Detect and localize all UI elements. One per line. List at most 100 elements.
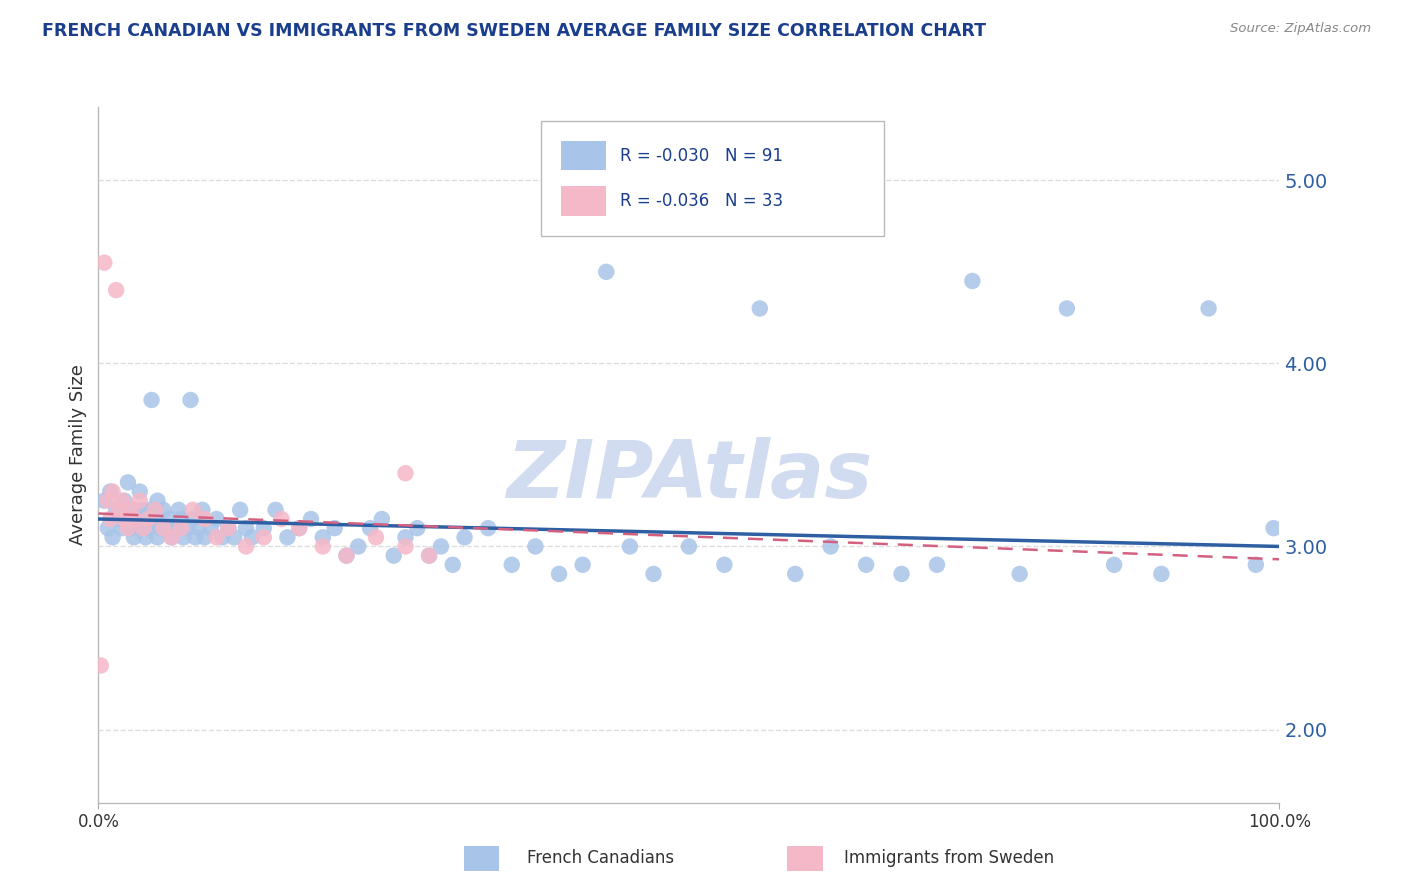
Point [240,530,263,544]
Point [111,521,134,535]
Text: FRENCH CANADIAN VS IMMIGRANTS FROM SWEDEN AVERAGE FAMILY SIZE CORRELATION CHART: FRENCH CANADIAN VS IMMIGRANTS FROM SWEDE… [42,22,986,40]
Point [108,503,131,517]
Point [501,558,523,572]
Point [139,503,162,517]
Point [548,566,571,581]
Point [111,493,134,508]
Point [382,549,405,563]
Point [176,521,198,535]
Point [181,503,204,517]
Point [191,503,214,517]
Point [97,521,120,535]
Point [122,512,145,526]
Point [713,558,735,572]
Point [270,512,292,526]
Point [359,521,381,535]
Point [167,503,190,517]
Point [112,493,135,508]
Point [211,530,233,544]
Point [117,512,139,526]
Point [394,467,416,481]
Text: R = -0.030   N = 91: R = -0.030 N = 91 [620,147,783,165]
Point [264,503,287,517]
Point [1056,301,1078,316]
Point [595,265,617,279]
Point [117,475,139,490]
Point [105,283,128,297]
Point [394,530,416,544]
Point [187,521,209,535]
Point [105,503,128,517]
Point [253,530,276,544]
Point [170,521,193,535]
Point [121,503,143,517]
Point [312,530,335,544]
Point [93,493,115,508]
Point [122,503,145,517]
Point [406,521,429,535]
Point [143,503,166,517]
Point [1102,558,1125,572]
Point [453,530,475,544]
Point [143,512,166,526]
Point [136,521,159,535]
Point [1198,301,1220,316]
Point [229,503,252,517]
Point [112,512,135,526]
Point [136,512,159,526]
Point [235,521,257,535]
Point [276,530,298,544]
Point [117,521,139,535]
Point [194,530,217,544]
Point [141,392,163,407]
Point [200,521,222,535]
Point [288,521,311,535]
Point [441,558,464,572]
Point [524,540,547,554]
Point [217,521,239,535]
Point [149,521,172,535]
Text: Source: ZipAtlas.com: Source: ZipAtlas.com [1230,22,1371,36]
Point [1008,566,1031,581]
Point [146,493,169,508]
Point [98,512,121,526]
Point [184,530,207,544]
Point [371,512,394,526]
Point [288,521,311,535]
Point [925,558,948,572]
Point [172,530,194,544]
Text: Immigrants from Sweden: Immigrants from Sweden [844,849,1053,867]
Point [122,530,145,544]
Point [748,301,770,316]
Point [128,484,150,499]
Point [128,521,150,535]
Point [132,503,155,517]
Point [678,540,700,554]
Point [364,530,387,544]
Point [101,530,124,544]
Point [890,566,912,581]
Point [180,392,202,407]
Point [217,521,239,535]
Point [619,540,641,554]
Point [335,549,357,563]
Point [962,274,984,288]
Point [152,521,174,535]
Text: R = -0.036   N = 33: R = -0.036 N = 33 [620,192,783,210]
Point [160,530,183,544]
Point [394,540,416,554]
Point [135,530,157,544]
Point [205,512,228,526]
Point [299,512,322,526]
Point [643,566,665,581]
Point [132,521,155,535]
Point [194,512,217,526]
Point [855,558,877,572]
Point [312,540,335,554]
Point [335,549,357,563]
Point [418,549,440,563]
Point [235,540,257,554]
Text: French Canadians: French Canadians [527,849,675,867]
Point [820,540,842,554]
Point [93,255,115,269]
